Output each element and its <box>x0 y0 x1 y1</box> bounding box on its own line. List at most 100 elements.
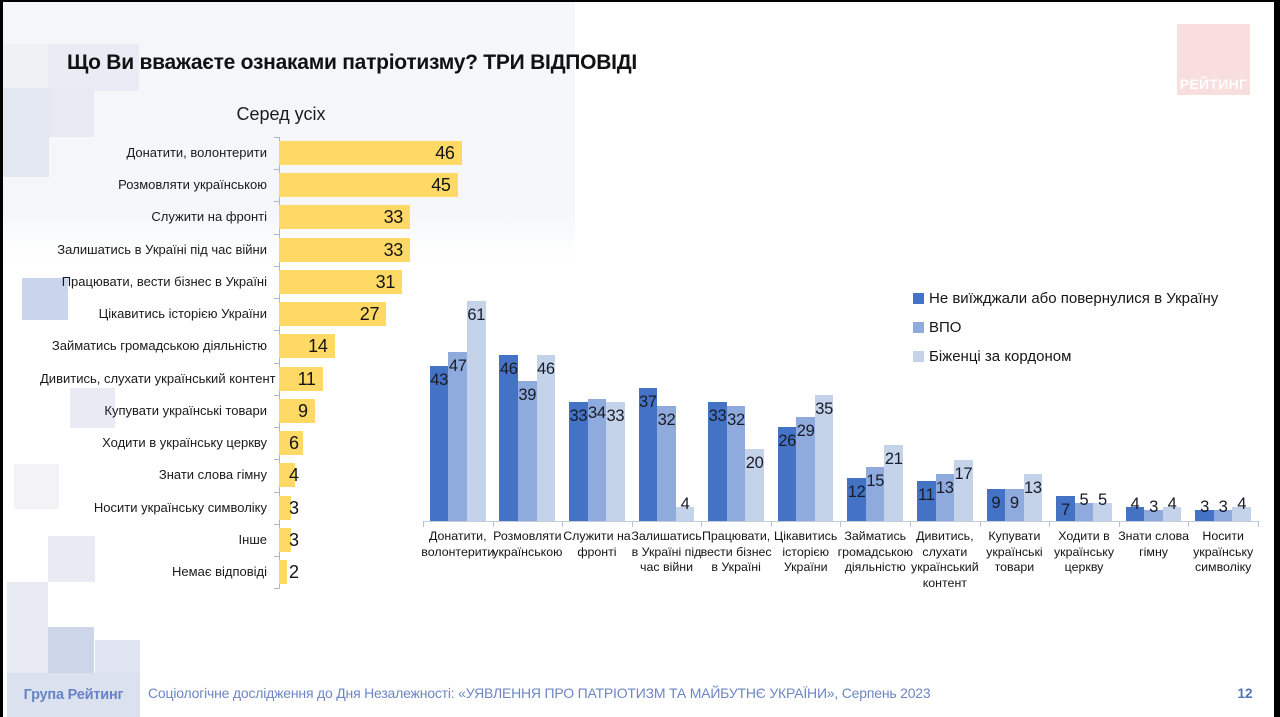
right-bar <box>796 416 815 521</box>
left-bar <box>279 398 315 423</box>
right-bar <box>448 351 467 521</box>
left-chart-axis-tick <box>274 362 279 364</box>
right-bar-value: 32 <box>727 410 745 429</box>
right-category-label-line: діяльністю <box>844 560 906 574</box>
frame-edge-right <box>1274 0 1280 717</box>
right-chart-axis-tick <box>1257 521 1259 527</box>
left-bar <box>279 431 303 456</box>
right-bar-value: 15 <box>866 472 885 490</box>
left-bar-value: 3 <box>289 497 299 518</box>
left-chart-axis-tick <box>274 394 279 396</box>
right-chart-axis-tick <box>979 521 981 527</box>
left-chart-title: Серед усіх <box>236 104 326 124</box>
right-bar <box>726 405 746 521</box>
right-bar-value: 4 <box>680 494 690 513</box>
left-bar-value: 31 <box>375 271 396 292</box>
right-bar-value: 7 <box>1060 500 1070 519</box>
left-category-label: Дивитись, слухати український контент <box>40 370 276 386</box>
right-chart-axis-tick <box>492 521 494 527</box>
left-chart-axis-tick <box>274 265 279 267</box>
right-category-label-line: церкву <box>1064 560 1104 574</box>
right-bar-value: 4 <box>1237 494 1247 513</box>
left-bar <box>279 269 403 294</box>
right-bar-value: 46 <box>499 360 518 379</box>
right-bar <box>1144 510 1163 521</box>
left-category-label: Розмовляти українською <box>118 177 267 193</box>
right-bar <box>777 427 797 521</box>
left-bar <box>279 173 458 198</box>
deco-square <box>3 44 48 88</box>
left-bar <box>279 527 291 552</box>
right-bar <box>847 477 866 521</box>
right-chart-axis-tick <box>631 521 633 527</box>
left-category-label: Займатись громадською діяльністю <box>51 338 267 354</box>
right-bar <box>1023 474 1043 521</box>
right-category-label-line: Розмовляти <box>493 529 562 543</box>
right-category-label-line: контент <box>922 575 967 590</box>
page-title: Що Ви вважаєте ознаками патріотизму? ТРИ… <box>67 51 638 74</box>
legend-label: Біженці за кордоном <box>929 348 1072 366</box>
right-chart-axis-tick <box>562 521 564 527</box>
right-category-label-line: історією <box>782 544 829 559</box>
left-chart-axis-tick <box>274 588 279 590</box>
rating-logo-text: РЕЙТИНГ <box>1179 76 1248 92</box>
right-category-label-line: в Україні під <box>631 544 702 559</box>
right-chart-axis-tick <box>701 521 703 527</box>
right-bar-value: 39 <box>518 385 537 404</box>
right-bar-value: 34 <box>588 403 606 422</box>
right-category-label-line: громадською <box>837 544 913 559</box>
right-bar <box>1125 506 1145 521</box>
left-bar <box>279 141 462 165</box>
right-bar-value: 3 <box>1149 498 1158 517</box>
right-bar-value: 11 <box>917 486 935 505</box>
right-bar-value: 43 <box>430 371 449 390</box>
chart-legend: Не виїжджали або повернулися в Україну ВП… <box>913 284 1218 372</box>
right-bar <box>1213 510 1233 521</box>
legend-item: Біженці за кордоном <box>913 342 1218 371</box>
right-category-label: Ходити в українську церкву <box>1040 529 1128 576</box>
legend-item: Не виїжджали або повернулися в Україну <box>913 284 1218 313</box>
right-bar-value: 9 <box>991 493 1001 512</box>
left-chart-axis-tick <box>274 459 279 461</box>
right-bar-value: 46 <box>536 360 555 379</box>
right-bar-value: 37 <box>639 392 657 411</box>
right-category-label: Дивитись, слухати український контент <box>901 529 989 591</box>
right-category-label-line: Залишатись <box>631 529 702 543</box>
right-category-label-line: України <box>783 560 828 574</box>
left-bar <box>279 302 387 327</box>
right-bar <box>1074 503 1094 521</box>
frame-edge-top <box>0 0 1280 2</box>
right-bar-value: 3 <box>1200 498 1209 517</box>
left-category-label: Немає відповіді <box>172 563 267 579</box>
right-category-label: Розмовляти українською <box>483 529 571 560</box>
right-bar-value: 5 <box>1098 491 1107 509</box>
right-bar-value: 4 <box>1167 494 1177 513</box>
deco-square <box>22 278 68 320</box>
right-category-label: Залишатись в Україні під час війни <box>623 529 711 576</box>
right-category-label: Працювати, вести бізнес в Україні <box>692 529 780 576</box>
deco-square <box>49 88 94 137</box>
right-bar-value: 3 <box>1218 498 1228 517</box>
left-category-label: Інше <box>238 531 267 547</box>
right-category-label-line: вести бізнес <box>700 544 772 559</box>
right-category-label: Цікавитись історією України <box>762 529 850 576</box>
right-category-label-line: Цікавитись <box>774 529 838 543</box>
right-bar-value: 26 <box>778 432 796 451</box>
legend-label: Не виїжджали або повернулися в Україну <box>929 289 1219 307</box>
right-bar <box>708 402 727 521</box>
left-category-label: Донатити, волонтерити <box>126 145 267 160</box>
right-bar <box>606 402 625 521</box>
right-bar-value: 33 <box>569 407 588 426</box>
deco-square <box>7 582 48 673</box>
left-bar-value: 3 <box>289 529 299 550</box>
left-category-label: Працювати, вести бізнес в Україні <box>61 273 267 289</box>
right-category-label-line: час війни <box>640 560 694 574</box>
left-chart-axis-tick <box>274 491 279 493</box>
legend-item: ВПО <box>913 313 1218 342</box>
right-bar-value: 61 <box>467 306 486 325</box>
right-bar <box>1195 510 1214 521</box>
left-category-label: Знати слова гімну <box>158 467 267 483</box>
right-bar <box>1232 506 1251 521</box>
right-category-label-line: в Україні <box>711 560 761 574</box>
deco-square <box>48 627 94 673</box>
